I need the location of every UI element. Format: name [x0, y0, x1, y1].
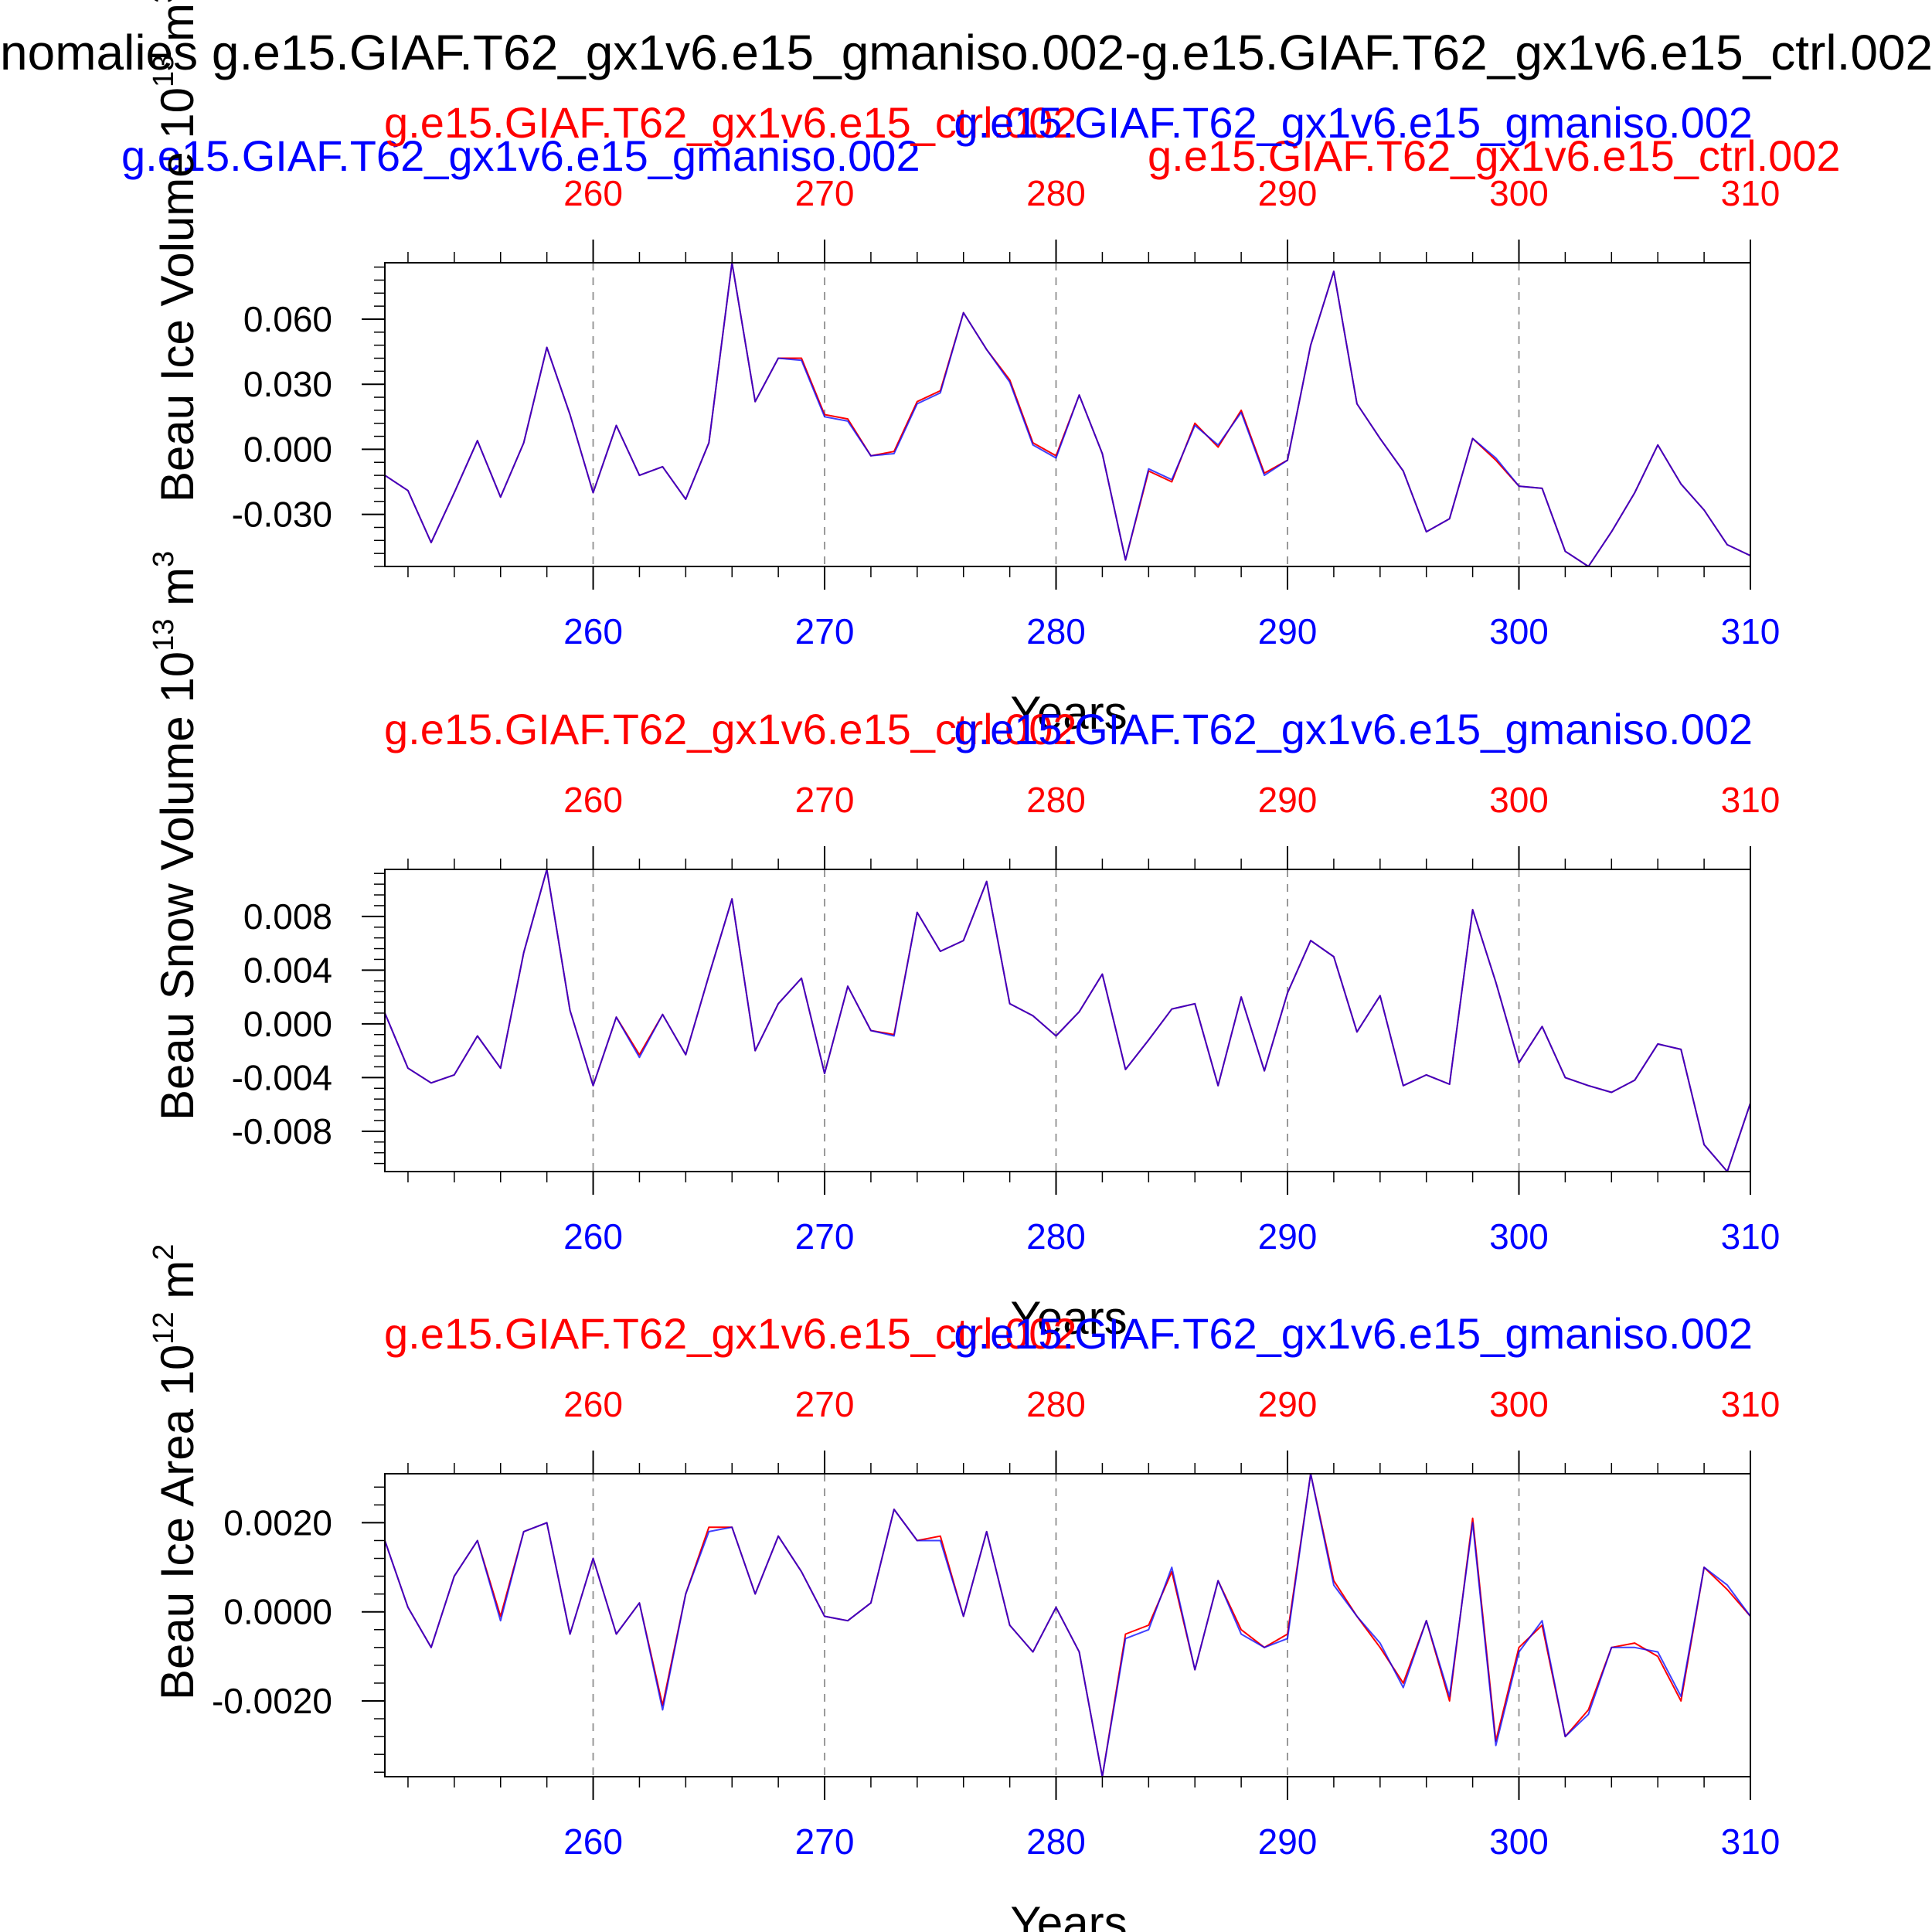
y-tick-label: 0.060 — [243, 299, 332, 339]
x-tick-label-top: 290 — [1258, 780, 1318, 820]
x-tick-label-bottom: 280 — [1026, 1821, 1086, 1862]
x-tick-label-top: 290 — [1258, 1384, 1318, 1424]
x-tick-label-top: 300 — [1489, 1384, 1549, 1424]
series-line-ctrl — [384, 869, 1751, 1172]
x-tick-label-top: 300 — [1489, 780, 1549, 820]
series-line-exp — [384, 1473, 1751, 1777]
x-tick-label-bottom: 290 — [1258, 1216, 1318, 1257]
series-label-exp: g.e15.GIAF.T62_gx1v6.e15_gmaniso.002 — [954, 98, 1753, 147]
x-tick-label-bottom: 290 — [1258, 1821, 1318, 1862]
x-tick-label-top: 280 — [1026, 780, 1086, 820]
y-tick-label: -0.004 — [232, 1057, 332, 1097]
x-tick-label-bottom: 300 — [1489, 611, 1549, 651]
series-label-exp: g.e15.GIAF.T62_gx1v6.e15_gmaniso.002 — [954, 705, 1753, 753]
y-axis-label: Beau Snow Volume 1013 m3 — [148, 551, 203, 1121]
x-tick-label-bottom: 260 — [563, 1216, 623, 1257]
x-tick-label-bottom: 310 — [1721, 1216, 1781, 1257]
chart-panel-2: g.e15.GIAF.T62_gx1v6.e15_ctrl.002g.e15.G… — [148, 551, 1780, 1344]
x-tick-label-bottom: 290 — [1258, 611, 1318, 651]
x-tick-label-top: 310 — [1721, 1384, 1781, 1424]
x-tick-label-bottom: 260 — [563, 611, 623, 651]
x-tick-label-bottom: 310 — [1721, 1821, 1781, 1862]
x-tick-label-top: 280 — [1026, 1384, 1086, 1424]
x-tick-label-top: 310 — [1721, 780, 1781, 820]
x-tick-label-top: 310 — [1721, 173, 1781, 213]
series-label-ctrl: g.e15.GIAF.T62_gx1v6.e15_ctrl.002 — [384, 705, 1077, 753]
series-label-ctrl: g.e15.GIAF.T62_gx1v6.e15_ctrl.002 — [384, 1309, 1077, 1358]
x-tick-label-bottom: 270 — [795, 611, 855, 651]
y-tick-label: 0.030 — [243, 364, 332, 404]
y-tick-label: -0.0020 — [212, 1681, 332, 1721]
plot-frame — [384, 1473, 1751, 1777]
plot-frame — [384, 869, 1751, 1172]
x-axis-label: Years — [1010, 1897, 1127, 1932]
x-tick-label-top: 270 — [795, 173, 855, 213]
x-axis-label: Years — [1010, 1292, 1127, 1344]
x-tick-label-top: 280 — [1026, 173, 1086, 213]
y-tick-label: -0.030 — [232, 495, 332, 535]
x-tick-label-bottom: 280 — [1026, 1216, 1086, 1257]
x-tick-label-top: 290 — [1258, 173, 1318, 213]
x-tick-label-top: 300 — [1489, 173, 1549, 213]
series-line-ctrl — [384, 262, 1751, 567]
chart-panel-1: g.e15.GIAF.T62_gx1v6.e15_ctrl.002g.e15.G… — [148, 0, 1780, 739]
x-tick-label-top: 260 — [563, 173, 623, 213]
series-line-exp — [384, 262, 1751, 567]
series-line-ctrl — [384, 1473, 1751, 1777]
y-tick-label: 0.008 — [243, 896, 332, 937]
x-tick-label-bottom: 310 — [1721, 611, 1781, 651]
x-tick-label-top: 260 — [563, 1384, 623, 1424]
x-tick-label-bottom: 270 — [795, 1821, 855, 1862]
y-tick-label: 0.000 — [243, 1004, 332, 1044]
extra-label-ctrl: g.e15.GIAF.T62_gx1v6.e15_ctrl.002 — [1148, 131, 1841, 180]
x-tick-label-top: 270 — [795, 780, 855, 820]
series-line-exp — [384, 869, 1751, 1172]
chart-panel-3: g.e15.GIAF.T62_gx1v6.e15_ctrl.002g.e15.G… — [148, 1244, 1780, 1932]
x-axis-label: Years — [1010, 687, 1127, 739]
y-axis-label: Beau Ice Area 1012 m2 — [148, 1244, 203, 1700]
x-tick-label-bottom: 270 — [795, 1216, 855, 1257]
y-tick-label: 0.0000 — [223, 1592, 332, 1632]
y-tick-label: 0.004 — [243, 950, 332, 990]
y-tick-label: -0.008 — [232, 1111, 332, 1151]
x-tick-label-top: 260 — [563, 780, 623, 820]
series-label-ctrl: g.e15.GIAF.T62_gx1v6.e15_ctrl.002 — [384, 98, 1077, 147]
x-tick-label-bottom: 300 — [1489, 1821, 1549, 1862]
x-tick-label-top: 270 — [795, 1384, 855, 1424]
x-tick-label-bottom: 260 — [563, 1821, 623, 1862]
extra-label-exp: g.e15.GIAF.T62_gx1v6.e15_gmaniso.002 — [121, 131, 920, 180]
figure-title: nomalies g.e15.GIAF.T62_gx1v6.e15_gmanis… — [0, 25, 1932, 80]
y-tick-label: 0.000 — [243, 429, 332, 469]
plot-frame — [384, 262, 1751, 567]
x-tick-label-bottom: 300 — [1489, 1216, 1549, 1257]
x-tick-label-bottom: 280 — [1026, 611, 1086, 651]
series-label-exp: g.e15.GIAF.T62_gx1v6.e15_gmaniso.002 — [954, 1309, 1753, 1358]
y-axis-label: Beau Ice Volume 1013 m3 — [148, 0, 203, 502]
y-tick-label: 0.0020 — [223, 1502, 332, 1543]
